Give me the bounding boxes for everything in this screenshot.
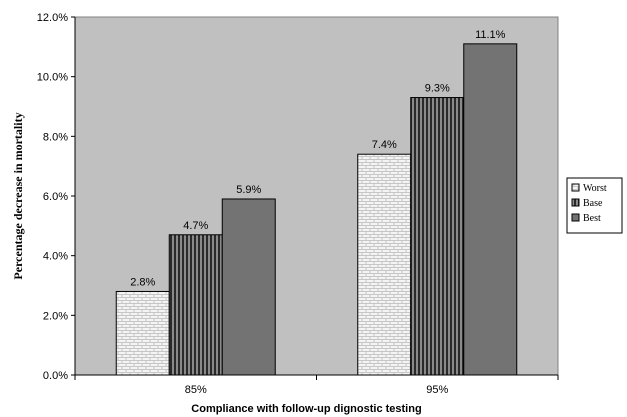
x-tick-label: 85% — [185, 384, 207, 396]
data-label: 11.1% — [475, 29, 506, 41]
legend-swatch-best — [571, 213, 580, 222]
x-axis-title: Compliance with follow-up dignostic test… — [191, 403, 421, 415]
y-tick-label: 2.0% — [43, 310, 68, 322]
bar-best — [221, 198, 276, 376]
legend-label-base: Base — [583, 198, 603, 209]
bar-worst — [357, 153, 412, 376]
y-tick-label: 12.0% — [37, 12, 68, 24]
legend-label-best: Best — [583, 213, 601, 224]
legend-swatch-base — [571, 198, 580, 207]
bar-base — [168, 234, 223, 376]
data-label: 7.4% — [372, 139, 397, 151]
y-tick-label: 10.0% — [37, 72, 68, 84]
data-label: 4.7% — [183, 220, 208, 232]
bar-worst — [115, 290, 170, 376]
legend-label-worst: Worst — [583, 183, 607, 194]
y-tick-label: 6.0% — [43, 191, 68, 203]
y-axis-title: Percentage decrease in mortality — [11, 112, 25, 279]
y-tick-label: 0.0% — [43, 370, 68, 382]
y-tick-label: 8.0% — [43, 131, 68, 143]
data-label: 5.9% — [236, 184, 261, 196]
data-label: 2.8% — [130, 276, 155, 288]
data-label: 9.3% — [425, 83, 450, 95]
legend-swatch-worst — [571, 183, 580, 192]
y-tick-label: 4.0% — [43, 251, 68, 263]
bar-base — [410, 97, 465, 376]
x-tick-label: 95% — [426, 384, 448, 396]
bar-best — [463, 43, 518, 376]
